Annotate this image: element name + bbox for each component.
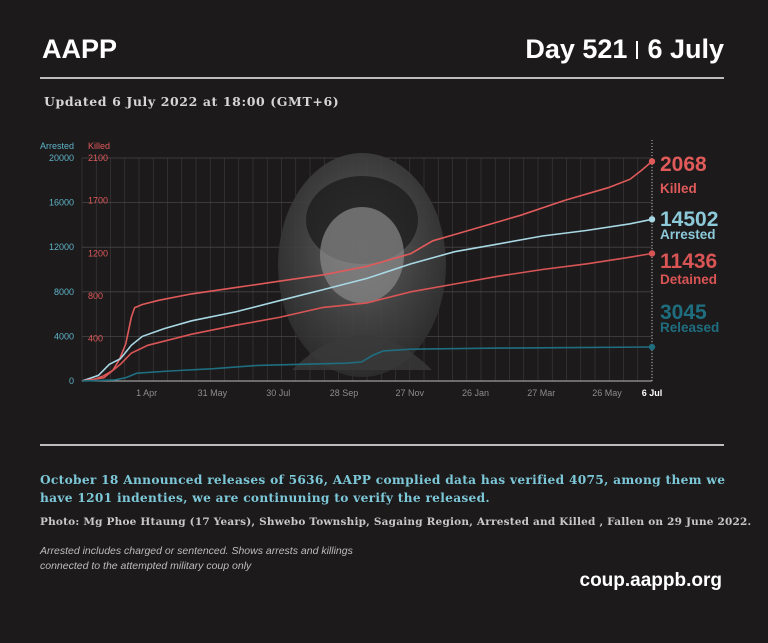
chart-axes: Arrested Killed 0 4000 8000 12000 16000 20000 40… [40, 140, 662, 398]
photo-caption: Photo: Mg Phoe Htaung (17 Years), Shwebo… [40, 516, 752, 528]
end-value-killed: 2068 [660, 153, 707, 176]
series-line-arrested [81, 218, 653, 382]
x-tick-label: 26 May [592, 388, 622, 398]
left-tick-label: 4000 [54, 331, 74, 341]
end-label-arrested: Arrested [660, 227, 716, 242]
bottom-divider [40, 444, 724, 446]
updated-timestamp: Updated 6 July 2022 at 18:00 (GMT+6) [44, 94, 340, 109]
left-tick-label: 8000 [54, 287, 74, 297]
brand-title: AAPP [42, 34, 118, 64]
x-tick-label: 1 Apr [136, 388, 157, 398]
end-label-released: Released [660, 320, 719, 335]
casualty-chart: Arrested Killed 0 4000 8000 12000 16000 20000 40… [40, 140, 719, 398]
right-tick-label: 800 [88, 291, 103, 301]
day-counter: Day 521 6 July [525, 34, 724, 65]
series-endpoint-killed [648, 158, 656, 165]
chart-lines [81, 158, 656, 382]
x-tick-label: 31 May [198, 388, 228, 398]
series-line-detained [81, 252, 653, 382]
day-date: 6 July [647, 34, 724, 64]
left-tick-label: 20000 [49, 153, 74, 163]
right-tick-label: 2100 [88, 153, 108, 163]
day-number: Day 521 [525, 34, 628, 64]
right-tick-label: 1200 [88, 249, 108, 259]
end-value-released: 3045 [660, 301, 707, 324]
x-tick-label: 30 Jul [266, 388, 290, 398]
x-tick-label: 28 Sep [330, 388, 359, 398]
left-tick-label: 12000 [49, 242, 74, 252]
left-tick-label: 0 [69, 376, 74, 386]
left-axis-title: Arrested [40, 141, 74, 151]
series-endpoint-detained [648, 250, 656, 257]
end-value-arrested: 14502 [660, 208, 718, 231]
x-tick-label: 26 Jan [462, 388, 489, 398]
end-value-detained: 11436 [660, 250, 717, 273]
right-axis-title: Killed [88, 141, 110, 151]
footnote-1: Arrested includes charged or sentenced. … [40, 545, 353, 557]
right-tick-label: 400 [88, 334, 103, 344]
portrait-photo [278, 153, 446, 377]
top-divider [40, 77, 724, 79]
end-label-detained: Detained [660, 272, 717, 287]
series-endpoint-released [648, 343, 656, 351]
release-note: October 18 Announced releases of 5636, A… [40, 473, 726, 505]
right-tick-label: 1700 [88, 195, 108, 205]
site-url: coup.aappb.org [579, 570, 723, 591]
x-tick-label: 27 Mar [527, 388, 555, 398]
left-tick-label: 16000 [49, 198, 74, 208]
series-line-released [81, 346, 653, 382]
title-separator [636, 40, 639, 59]
end-label-killed: Killed [660, 181, 697, 196]
footnote-2: connected to the attempted military coup… [40, 560, 252, 572]
x-tick-label: 6 Jul [642, 388, 663, 398]
x-tick-label: 27 Nov [395, 388, 424, 398]
series-endpoint-arrested [648, 216, 656, 223]
